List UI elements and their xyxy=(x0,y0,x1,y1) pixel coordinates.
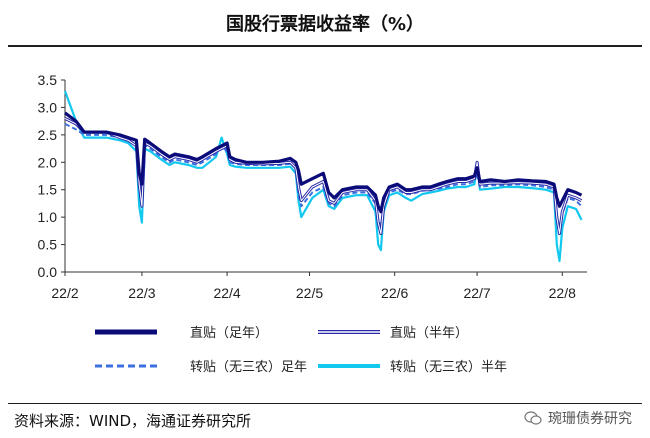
y-tick-label: 2.5 xyxy=(38,127,58,143)
watermark-text: 琬珊债券研究 xyxy=(548,411,632,427)
yield-line-chart: 0.0 0.5 1.0 1.5 2.0 2.5 3.0 3.5 22/2 22/3 22/4 22/5… xyxy=(38,72,587,375)
watermark: 琬珊债券研究 xyxy=(524,408,632,428)
x-tick-label: 22/2 xyxy=(51,285,78,301)
x-tick-label: 22/7 xyxy=(463,285,490,301)
series-1 xyxy=(64,111,583,214)
legend-label: 转贴（无三农）半年 xyxy=(390,360,507,375)
x-tick-label: 22/3 xyxy=(128,285,155,301)
series-3 xyxy=(64,123,583,230)
legend-label: 直贴（足年） xyxy=(190,326,268,341)
y-tick-label: 3.5 xyxy=(38,72,58,88)
series-line xyxy=(64,123,583,230)
x-tick-label: 22/8 xyxy=(549,285,576,301)
legend-label: 直贴（半年） xyxy=(390,326,468,341)
legend-item-4: 转贴（无三农）半年 xyxy=(318,360,507,375)
axes: 0.0 0.5 1.0 1.5 2.0 2.5 3.0 3.5 22/2 22/3 22/4 22/5… xyxy=(38,72,587,301)
y-tick-label: 3.0 xyxy=(38,99,58,115)
legend-item-3: 转贴（无三农）足年 xyxy=(95,360,307,375)
series-layer xyxy=(63,90,583,263)
chart-title: 国股行票据收益率（%） xyxy=(225,14,425,35)
legend-item-2: 直贴（半年） xyxy=(318,326,468,341)
series-line xyxy=(63,90,583,263)
legend-item-1: 直贴（足年） xyxy=(95,326,268,341)
series-line xyxy=(64,111,583,214)
legend: 直贴（足年） 直贴（半年） 转贴（无三农）足年 转贴（无三农）半年 xyxy=(95,326,507,375)
x-tick-label: 22/6 xyxy=(381,285,408,301)
source-note: 资料来源：WIND，海通证券研究所 xyxy=(14,412,252,430)
x-tick-label: 22/5 xyxy=(296,285,323,301)
legend-label: 转贴（无三农）足年 xyxy=(190,360,307,375)
wechat-icon xyxy=(524,411,542,425)
y-tick-label: 1.5 xyxy=(38,182,58,198)
series-4 xyxy=(63,90,583,263)
series-2 xyxy=(64,117,583,236)
y-tick-label: 0.5 xyxy=(38,237,58,253)
y-tick-label: 2.0 xyxy=(38,154,58,170)
y-tick-label: 0.0 xyxy=(38,264,58,280)
footer-divider xyxy=(8,403,642,404)
series-line-inner xyxy=(64,117,582,235)
title-divider xyxy=(8,45,642,47)
y-tick-label: 1.0 xyxy=(38,209,58,225)
x-tick-label: 22/4 xyxy=(213,285,240,301)
